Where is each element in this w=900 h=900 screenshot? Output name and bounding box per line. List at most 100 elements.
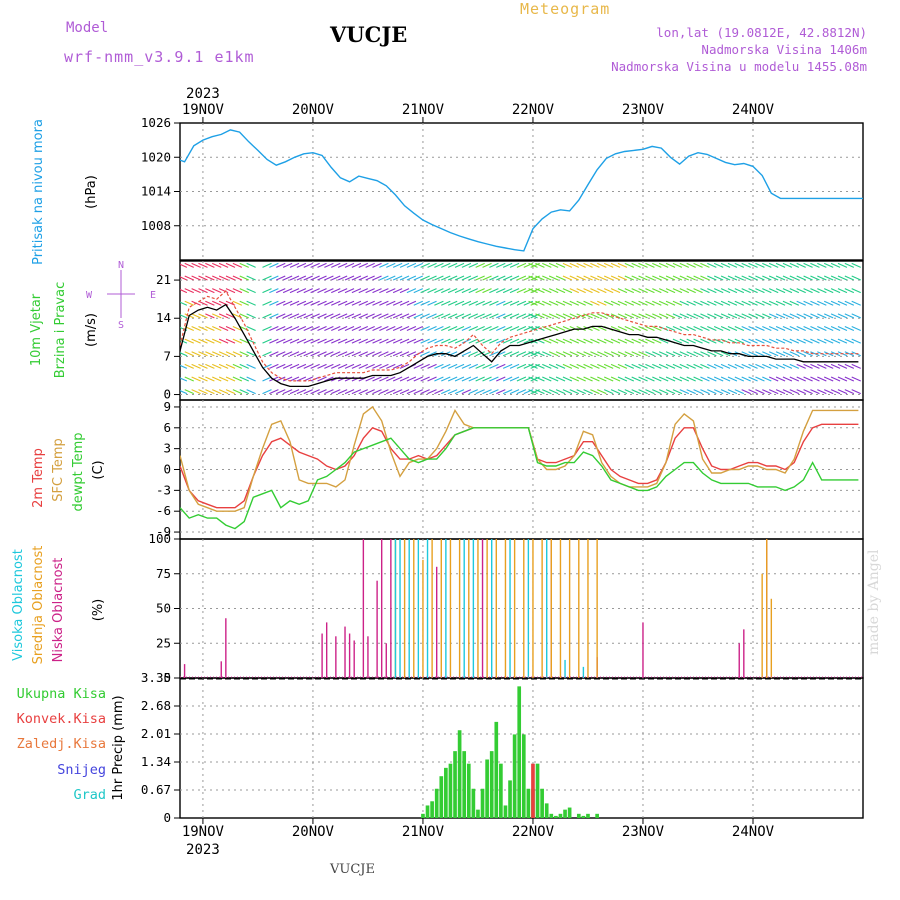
wind-barb bbox=[218, 325, 229, 332]
wind-barb bbox=[331, 363, 341, 369]
wind-barb bbox=[713, 389, 724, 395]
precip-bar-total bbox=[453, 751, 457, 818]
y-tick-label-cloud_cover: 100 bbox=[148, 531, 171, 546]
wind-barb bbox=[303, 389, 313, 395]
wind-barb bbox=[597, 313, 607, 319]
wind-barb bbox=[837, 275, 848, 281]
wind-barb bbox=[528, 300, 538, 306]
wind-barb bbox=[198, 338, 208, 344]
wind-barb bbox=[672, 262, 683, 268]
wind-barb bbox=[617, 389, 628, 395]
ylabel-wind-2: Brzina i Pravac bbox=[53, 282, 68, 379]
wind-barb bbox=[218, 275, 229, 281]
wind-barb bbox=[269, 300, 279, 306]
wind-barb bbox=[555, 313, 566, 319]
precip-bar-total bbox=[581, 815, 586, 818]
wind-barb bbox=[624, 363, 635, 369]
wind-barb bbox=[184, 338, 194, 344]
wind-barb bbox=[447, 338, 458, 344]
wind-barb bbox=[420, 313, 430, 319]
wind-barb bbox=[468, 351, 479, 357]
wind-barb bbox=[303, 262, 313, 268]
wind-barb bbox=[720, 351, 731, 357]
wind-barb bbox=[851, 275, 861, 281]
wind-barb bbox=[823, 389, 834, 395]
wind-barb bbox=[583, 275, 593, 281]
wind-barb bbox=[232, 288, 243, 294]
precip-bar-total bbox=[457, 730, 462, 818]
wind-barb bbox=[262, 363, 272, 369]
precip-bar-total bbox=[567, 807, 572, 818]
wind-barb bbox=[310, 338, 320, 344]
wind-barb bbox=[672, 275, 683, 281]
wind-barb bbox=[851, 313, 861, 319]
wind-barb bbox=[372, 325, 382, 332]
wind-barb bbox=[212, 300, 222, 306]
wind-barb bbox=[796, 313, 806, 319]
wind-barb bbox=[548, 300, 559, 306]
wind-barb bbox=[535, 363, 545, 369]
wind-barb bbox=[289, 275, 300, 281]
wind-barb bbox=[555, 351, 566, 357]
wind-barb bbox=[489, 288, 499, 294]
wind-barb bbox=[762, 376, 772, 382]
wind-barb bbox=[528, 363, 538, 369]
wind-barb bbox=[441, 325, 451, 332]
wind-barb bbox=[686, 325, 696, 332]
wind-barb bbox=[212, 351, 222, 357]
wind-barb bbox=[583, 313, 593, 319]
wind-barb bbox=[358, 262, 368, 268]
wind-barb bbox=[296, 325, 307, 332]
wind-barb bbox=[837, 313, 848, 319]
wind-barb bbox=[191, 338, 201, 344]
wind-barb bbox=[331, 351, 341, 357]
ylabel-temp-unit: (C) bbox=[91, 460, 106, 479]
wind-barb bbox=[755, 363, 765, 369]
wind-barb bbox=[638, 363, 648, 369]
wind-barb bbox=[535, 275, 545, 281]
wind-barb bbox=[282, 376, 293, 382]
wind-barb bbox=[542, 389, 552, 395]
wind-barb bbox=[427, 338, 437, 344]
x-day-label-bottom: 24NOV bbox=[732, 824, 775, 840]
wind-barb bbox=[282, 262, 293, 268]
wind-barb bbox=[289, 338, 300, 344]
wind-barb bbox=[597, 288, 607, 294]
wind-barb bbox=[665, 313, 676, 319]
wind-barb bbox=[475, 275, 485, 281]
wind-barb bbox=[597, 338, 607, 344]
wind-barb bbox=[441, 389, 451, 395]
wind-barb bbox=[638, 275, 648, 281]
wind-barb bbox=[713, 275, 724, 281]
wind-barb bbox=[218, 363, 229, 369]
wind-barb bbox=[665, 363, 676, 369]
wind-barb bbox=[180, 291, 181, 293]
wind-barb bbox=[427, 275, 437, 281]
wind-barb bbox=[734, 275, 745, 281]
wind-barb bbox=[239, 338, 249, 344]
y-tick-label-precipitation: 0.67 bbox=[141, 782, 171, 797]
wind-barb bbox=[803, 363, 813, 369]
wind-barb bbox=[803, 338, 813, 344]
wind-barb bbox=[624, 275, 635, 281]
wind-barb bbox=[372, 351, 382, 357]
wind-barb bbox=[205, 363, 215, 369]
wind-barb bbox=[810, 275, 820, 281]
wind-barb bbox=[427, 325, 437, 332]
wind-barb bbox=[817, 376, 827, 382]
wind-barb bbox=[755, 376, 765, 382]
wind-barb bbox=[392, 351, 403, 357]
wind-barb bbox=[317, 275, 327, 281]
wind-barb bbox=[303, 275, 313, 281]
footer-station: VUCJE bbox=[330, 862, 375, 877]
wind-barb bbox=[379, 313, 389, 319]
wind-barb bbox=[713, 376, 724, 382]
wind-barb bbox=[509, 300, 520, 306]
wind-barb bbox=[844, 351, 855, 357]
wind-barb bbox=[399, 313, 410, 319]
wind-barb bbox=[645, 338, 655, 344]
wind-barb bbox=[296, 389, 307, 395]
wind-barb bbox=[441, 376, 451, 382]
wind-barb bbox=[700, 389, 710, 395]
wind-barb bbox=[225, 376, 236, 382]
